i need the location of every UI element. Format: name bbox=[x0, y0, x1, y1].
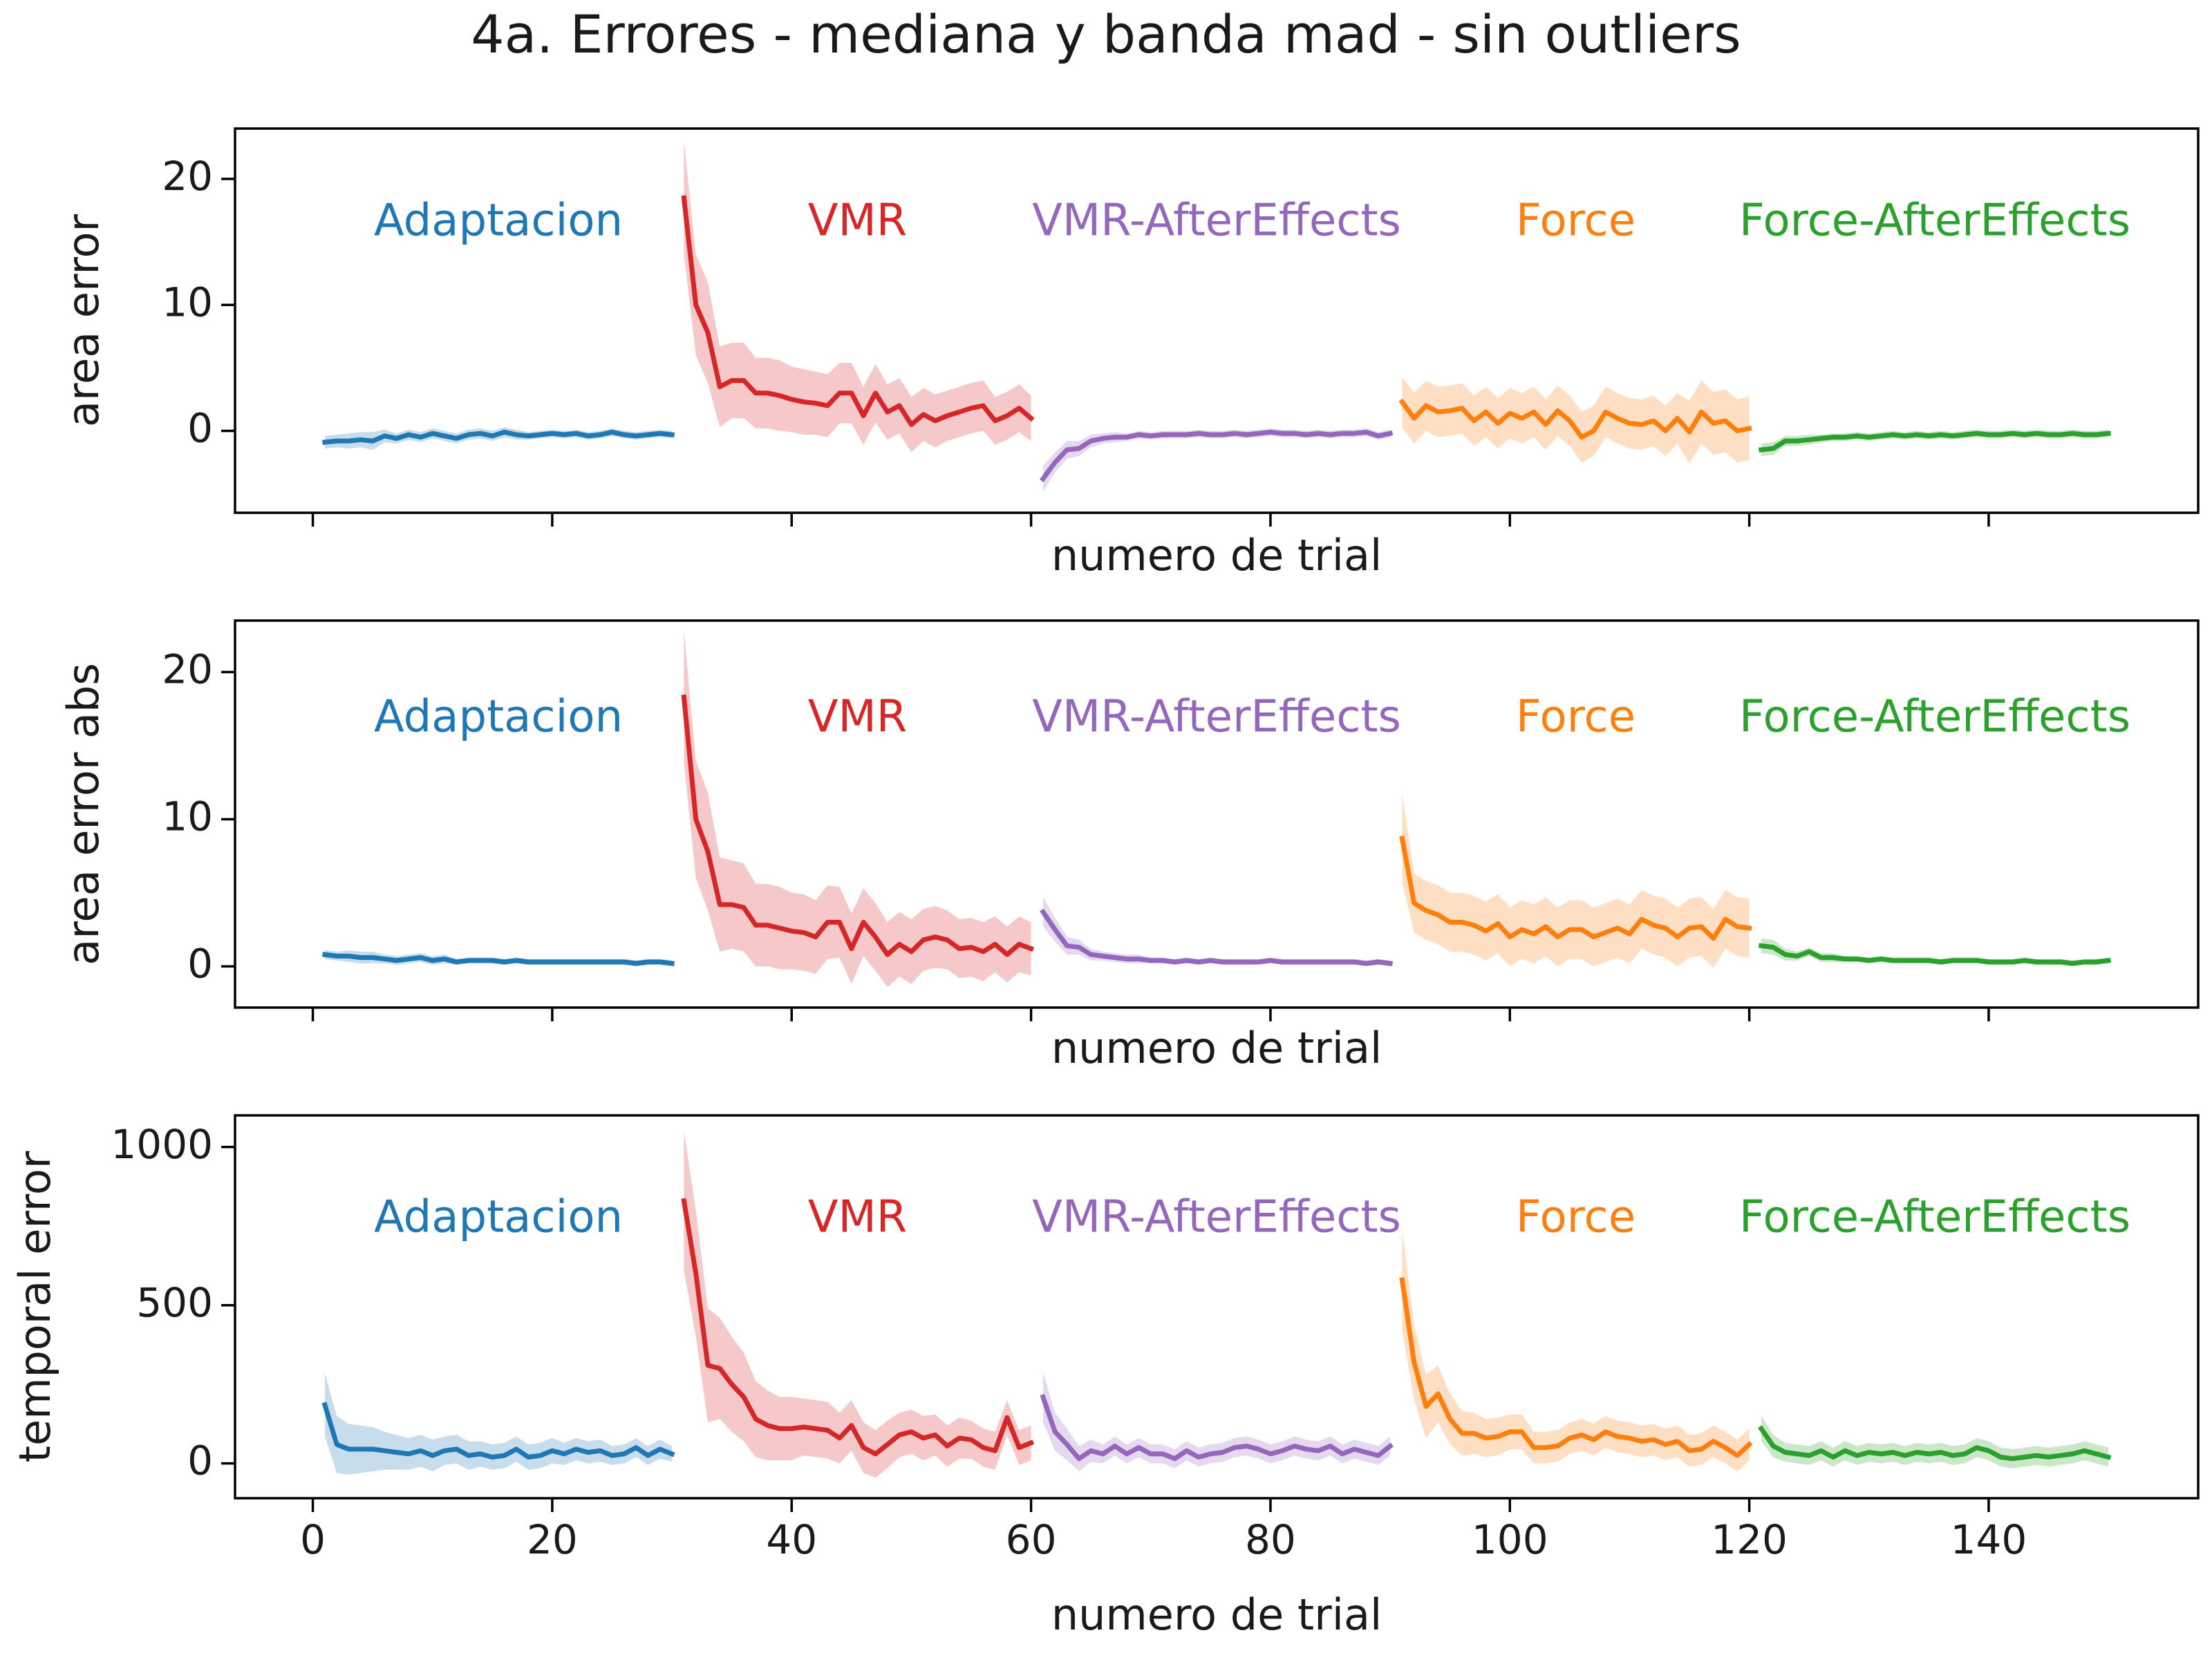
series-vmr bbox=[681, 141, 1035, 453]
median-line bbox=[1399, 835, 1752, 941]
segment-label: VMR-AfterEffects bbox=[1032, 195, 1401, 246]
segment-label: Force bbox=[1516, 195, 1635, 246]
segment-label: Force-AfterEffects bbox=[1739, 195, 2130, 246]
x-axis-label: numero de trial bbox=[1051, 530, 1382, 580]
axes-frame bbox=[234, 127, 2200, 514]
y-axis-label: area error bbox=[58, 214, 109, 427]
median-line bbox=[1759, 943, 2111, 966]
y-tick-label: 500 bbox=[136, 1279, 213, 1326]
median-line bbox=[1040, 1394, 1394, 1462]
segment-label: Force bbox=[1516, 691, 1635, 742]
x-tick-label: 40 bbox=[766, 1516, 817, 1563]
panel-3: Adaptacion VMR VMR-AfterEffects Force Force-… bbox=[10, 1114, 2200, 1640]
median-line bbox=[1040, 429, 1394, 482]
x-tick-label: 120 bbox=[1711, 1516, 1788, 1563]
x-axis bbox=[311, 1008, 1990, 1021]
x-tick-label: 20 bbox=[527, 1516, 578, 1563]
segment-label: Force-AfterEffects bbox=[1739, 1192, 2130, 1243]
x-tick-label: 100 bbox=[1472, 1516, 1548, 1563]
axes-frame bbox=[234, 1114, 2200, 1500]
median-line bbox=[681, 694, 1035, 957]
median-line bbox=[1040, 908, 1393, 966]
y-tick-label: 0 bbox=[187, 1437, 213, 1484]
median-line bbox=[1399, 1277, 1753, 1458]
series-vmr bbox=[681, 1131, 1035, 1478]
segment-label: VMR bbox=[808, 195, 907, 246]
y-axis: 0 500 1000 bbox=[111, 1121, 235, 1484]
series-force bbox=[1398, 377, 1752, 464]
y-tick-label: 0 bbox=[187, 405, 213, 452]
x-axis-label: numero de trial bbox=[1051, 1023, 1382, 1073]
median-line bbox=[321, 1401, 675, 1460]
series-adaptacion bbox=[322, 427, 675, 450]
mad-band bbox=[1042, 897, 1391, 967]
y-axis: 0 10 20 bbox=[162, 153, 235, 452]
mad-band bbox=[684, 630, 1031, 988]
y-tick-label: 20 bbox=[162, 646, 213, 693]
series-force-aftereffects bbox=[1759, 429, 2111, 456]
median-line bbox=[321, 952, 675, 966]
plot-area: Adaptacion VMR VMR-AfterEffects Force Force-… bbox=[322, 141, 2130, 491]
series-vmr-aftereffects bbox=[1040, 428, 1394, 491]
mad-band bbox=[324, 427, 673, 450]
median-line bbox=[1398, 398, 1752, 440]
median-line bbox=[681, 1198, 1035, 1457]
plot-area: Adaptacion VMR VMR-AfterEffects Force Force-… bbox=[321, 630, 2130, 988]
y-axis: 0 10 20 bbox=[162, 646, 235, 987]
y-axis-label: temporal error bbox=[10, 1151, 60, 1462]
x-axis bbox=[311, 513, 1990, 527]
segment-label: Adaptacion bbox=[374, 691, 623, 742]
series-vmr-aftereffects bbox=[1040, 897, 1393, 967]
mad-band bbox=[1402, 1229, 1750, 1472]
segment-label: VMR-AfterEffects bbox=[1032, 1192, 1401, 1243]
x-tick-label: 60 bbox=[1006, 1516, 1057, 1563]
x-tick-label: 0 bbox=[300, 1516, 326, 1563]
segment-label: Force-AfterEffects bbox=[1739, 691, 2130, 742]
axes-frame bbox=[234, 619, 2200, 1009]
x-tick-label: 80 bbox=[1245, 1516, 1296, 1563]
segment-label: Adaptacion bbox=[374, 1192, 623, 1243]
y-tick-label: 0 bbox=[187, 940, 213, 987]
y-tick-label: 10 bbox=[162, 278, 213, 325]
y-tick-label: 10 bbox=[162, 793, 213, 840]
series-force bbox=[1399, 1229, 1753, 1472]
segment-label: Adaptacion bbox=[374, 195, 623, 246]
median-line bbox=[1758, 1425, 2112, 1462]
x-axis-label: numero de trial bbox=[1051, 1589, 1382, 1640]
y-tick-label: 1000 bbox=[111, 1121, 213, 1168]
series-vmr bbox=[681, 630, 1035, 988]
series-force-aftereffects bbox=[1758, 1416, 2112, 1469]
mad-band bbox=[684, 141, 1031, 453]
series-vmr-aftereffects bbox=[1040, 1371, 1394, 1472]
x-axis: 0 20 40 60 80 100 120 140 bbox=[300, 1498, 2027, 1563]
series-force-aftereffects bbox=[1759, 938, 2111, 967]
y-axis-label: area error abs bbox=[58, 663, 109, 965]
panel-1: Adaptacion VMR VMR-AfterEffects Force Force-… bbox=[58, 127, 2200, 580]
y-tick-label: 20 bbox=[162, 153, 213, 200]
x-tick-label: 140 bbox=[1951, 1516, 2027, 1563]
mad-band bbox=[1402, 377, 1750, 464]
segment-label: Force bbox=[1516, 1192, 1635, 1243]
mad-band bbox=[1402, 794, 1750, 968]
plot-area: Adaptacion VMR VMR-AfterEffects Force Force-… bbox=[321, 1131, 2130, 1478]
segment-label: VMR bbox=[808, 691, 907, 742]
series-force bbox=[1399, 794, 1752, 968]
segment-label: VMR-AfterEffects bbox=[1032, 691, 1401, 742]
figure-title: 4a. Errores - mediana y banda mad - sin … bbox=[471, 3, 1741, 65]
series-adaptacion bbox=[321, 950, 675, 967]
panel-2: Adaptacion VMR VMR-AfterEffects Force Force-… bbox=[58, 619, 2200, 1073]
segment-label: VMR bbox=[808, 1192, 907, 1243]
panels: Adaptacion VMR VMR-AfterEffects Force Force-… bbox=[10, 127, 2200, 1640]
median-line bbox=[1759, 431, 2111, 453]
median-line bbox=[681, 195, 1035, 427]
series-adaptacion bbox=[321, 1373, 675, 1475]
median-line bbox=[322, 429, 675, 445]
